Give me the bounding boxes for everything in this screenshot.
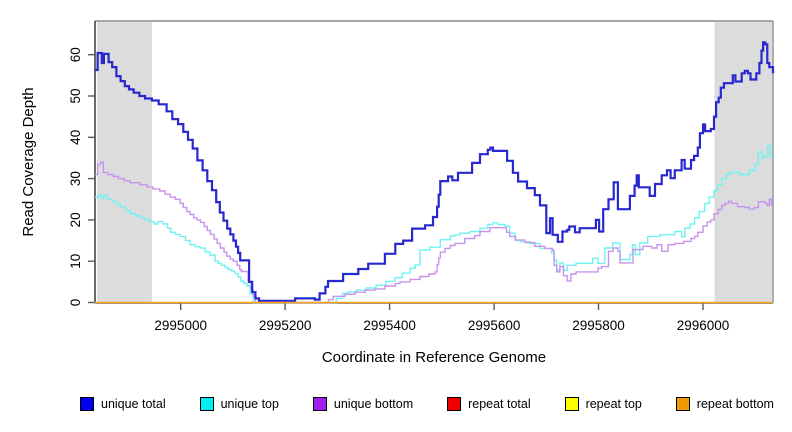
y-tick-label: 20	[68, 212, 83, 227]
shaded-region-2	[714, 22, 772, 302]
x-tick-label: 2995600	[468, 318, 521, 333]
legend-item-unique-bottom: unique bottom	[312, 397, 414, 411]
legend-item-repeat-total: repeat total	[447, 397, 531, 411]
legend-label-unique-top: unique top	[220, 397, 279, 411]
series-line-unique-total	[95, 41, 775, 302]
legend-swatch-repeat-bottom	[675, 397, 690, 411]
shaded-region-1	[97, 22, 152, 302]
x-tick-label: 2995800	[572, 318, 625, 333]
y-tick-label: 10	[68, 254, 83, 269]
y-tick-label: 30	[68, 171, 83, 186]
x-tick-label: 2995000	[154, 318, 207, 333]
y-tick-label: 40	[68, 130, 83, 145]
legend: unique total unique top unique bottom re…	[80, 397, 774, 411]
series-line-unique-top	[95, 144, 773, 304]
y-tick-label: 60	[68, 47, 83, 62]
legend-swatch-repeat-total	[447, 397, 462, 411]
legend-swatch-unique-total	[80, 397, 94, 411]
y-tick-label: 0	[68, 299, 83, 307]
y-axis-title: Read Coverage Depth	[20, 87, 37, 237]
legend-swatch-unique-bottom	[312, 397, 327, 411]
legend-swatch-unique-top	[199, 397, 214, 411]
x-tick-label: 2996000	[677, 318, 730, 333]
legend-item-repeat-top: repeat top	[564, 397, 642, 411]
series-line-unique-bottom	[95, 161, 773, 304]
legend-label-repeat-top: repeat top	[585, 397, 642, 411]
legend-label-repeat-total: repeat total	[468, 397, 531, 411]
legend-swatch-repeat-top	[564, 397, 579, 411]
legend-item-unique-total: unique total	[80, 397, 166, 411]
x-axis-title: Coordinate in Reference Genome	[321, 349, 547, 366]
coverage-chart: 2995000 2995200 2995400 2995600 2995800 29960…	[68, 20, 775, 333]
legend-label-repeat-bottom: repeat bottom	[696, 397, 774, 411]
y-tick-label: 50	[68, 88, 83, 103]
x-tick-label: 2995200	[259, 318, 312, 333]
x-tick-label: 2995400	[363, 318, 416, 333]
legend-label-unique-bottom: unique bottom	[333, 397, 414, 411]
legend-item-unique-top: unique top	[199, 397, 279, 411]
legend-label-unique-total: unique total	[101, 397, 166, 411]
legend-item-repeat-bottom: repeat bottom	[675, 397, 774, 411]
